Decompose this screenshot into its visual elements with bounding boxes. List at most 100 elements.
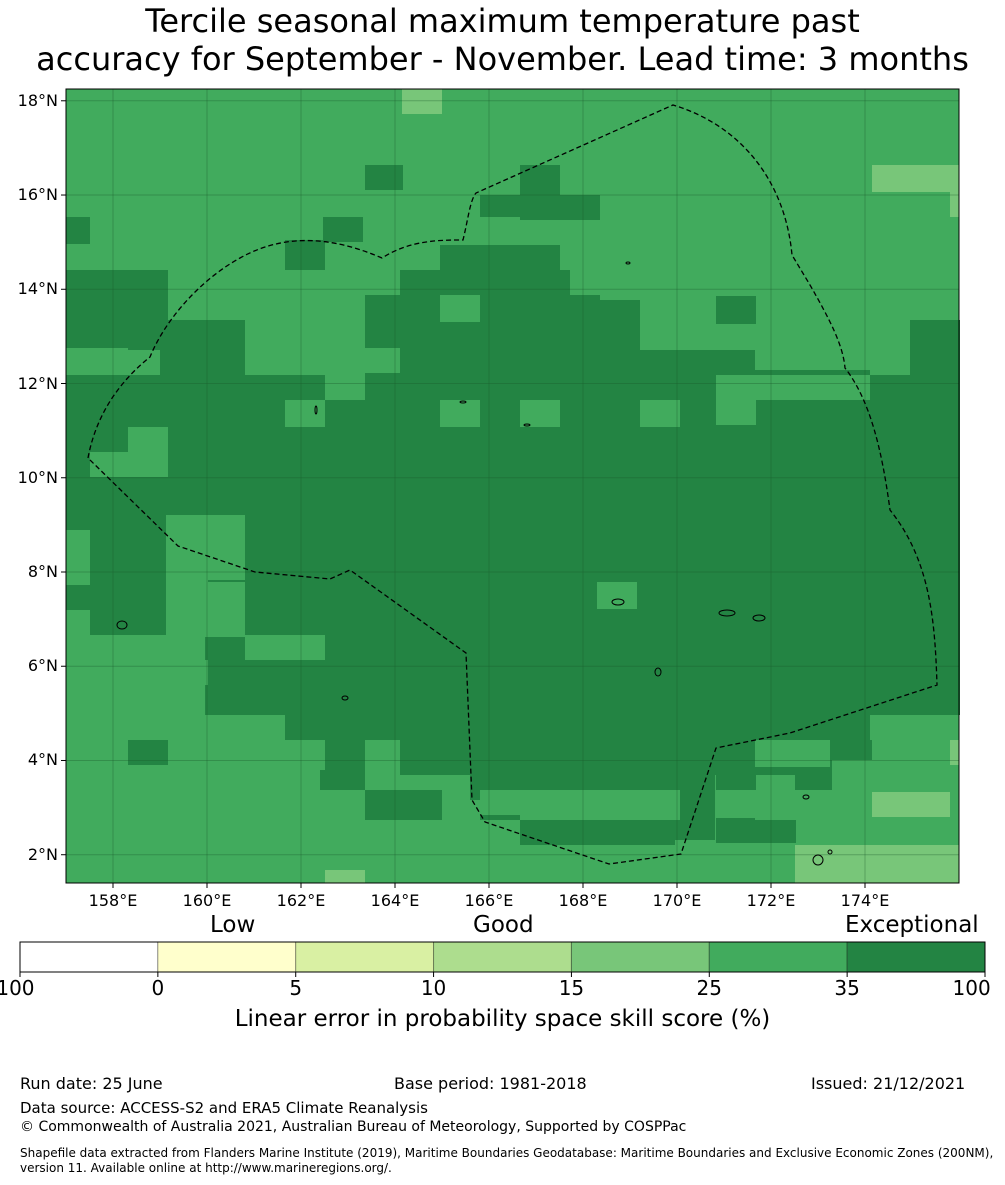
grid-cell: [365, 165, 403, 190]
lat-tick-label: 6°N: [27, 656, 58, 676]
grid-cell: [795, 765, 835, 790]
colorbar-segment: [570, 941, 710, 973]
title-line-2: accuracy for September - November. Lead …: [36, 40, 969, 78]
grid-cell: [480, 217, 520, 244]
island-outlines: [116, 261, 833, 866]
grid-cell: [910, 320, 960, 380]
chart-title: Tercile seasonal maximum temperature pas…: [0, 2, 1005, 78]
grid-cell: [365, 790, 442, 820]
colorbar-segment: [708, 941, 848, 973]
title-line-1: Tercile seasonal maximum temperature pas…: [145, 2, 860, 40]
grid-cell: [755, 790, 875, 820]
shapefile-credit-line-2: version 11. Available online at http://w…: [20, 1161, 392, 1175]
grid-cell: [285, 400, 325, 427]
lat-tick-label: 16°N: [17, 185, 58, 205]
axis-ticks: [61, 100, 866, 888]
colorbar: [19, 941, 986, 977]
lat-tick-label: 18°N: [17, 90, 58, 110]
grid-cell: [870, 375, 960, 715]
grid-cell: [872, 165, 959, 192]
grid-cell: [716, 818, 796, 843]
grid-cell: [320, 740, 365, 790]
lon-tick-label: 168°E: [558, 891, 608, 910]
grid-cell: [440, 295, 480, 322]
grid-cell: [520, 790, 680, 820]
grid-cell: [168, 660, 208, 685]
grid-cell: [325, 870, 365, 883]
lon-tick-label: 166°E: [464, 891, 514, 910]
colorbar-segment: [295, 941, 435, 973]
island-outline: [827, 849, 833, 855]
lat-tick-label: 12°N: [17, 373, 58, 393]
grid-cell: [400, 270, 570, 300]
colorbar-tick-label: 100: [952, 976, 991, 1000]
colorbar-tick-label: 10: [420, 976, 447, 1000]
grid-cell: [832, 760, 907, 790]
grid-cell: [325, 375, 365, 400]
map-gridlines: [66, 89, 959, 883]
lat-tick-label: 2°N: [27, 844, 58, 864]
island-outline: [116, 620, 128, 630]
island-outline: [718, 609, 736, 617]
lon-tick-label: 172°E: [746, 891, 796, 910]
grid-cell: [950, 740, 959, 765]
grid-cell: [365, 740, 400, 790]
grid-cell: [440, 400, 480, 427]
grid-cell: [323, 217, 363, 242]
grid-cell: [716, 296, 756, 324]
issued-date: Issued: 21/12/2021: [811, 1074, 966, 1093]
grid-cell: [66, 348, 128, 375]
lat-tick-label: 4°N: [27, 750, 58, 770]
run-date: Run date: 25 June: [20, 1074, 163, 1093]
grid-cell: [205, 582, 245, 637]
grid-cell: [168, 557, 208, 582]
colorbar-segment: [846, 941, 986, 973]
grid-cell: [128, 427, 168, 477]
grid-cell: [480, 195, 600, 220]
island-outline: [625, 261, 631, 265]
skill-grid: [66, 89, 960, 883]
grid-cell: [285, 740, 325, 770]
map-frame: [65, 88, 960, 884]
eez-boundary: [87, 104, 938, 865]
grid-cell: [716, 765, 756, 790]
grid-cell: [755, 740, 830, 767]
colorbar-tick-label: 0: [151, 976, 165, 1000]
island-outline: [812, 854, 824, 866]
lon-tick-label: 170°E: [652, 891, 702, 910]
grid-cell: [66, 217, 90, 244]
legend-category-exceptional: Exceptional: [845, 912, 979, 938]
shapefile-credit-line-1: Shapefile data extracted from Flanders M…: [20, 1146, 994, 1160]
lon-tick-label: 158°E: [88, 891, 138, 910]
grid-cell: [160, 320, 245, 380]
legend-category-low: Low: [210, 912, 256, 938]
grid-cell: [950, 192, 959, 217]
colorbar-axis-label: Linear error in probability space skill …: [234, 1006, 771, 1032]
grid-cell: [285, 240, 325, 270]
lon-tick-label: 164°E: [370, 891, 420, 910]
grid-cell: [402, 89, 442, 114]
colorbar-segment: [433, 941, 572, 973]
lon-tick-label: 174°E: [840, 891, 890, 910]
colorbar-frame: [19, 941, 986, 973]
island-outline: [314, 405, 318, 415]
colorbar-segment: [157, 941, 297, 973]
lon-tick-label: 160°E: [182, 891, 232, 910]
grid-cell: [872, 792, 950, 817]
grid-cell: [795, 845, 959, 883]
lat-tick-label: 14°N: [17, 279, 58, 299]
island-outline: [802, 794, 810, 800]
grid-cell: [205, 660, 405, 715]
grid-cell: [325, 348, 400, 373]
colorbar-tick-label: 5: [289, 976, 303, 1000]
lon-tick-label: 162°E: [276, 891, 326, 910]
grid-cell: [520, 400, 560, 427]
grid-cell: [128, 635, 168, 662]
grid-cell: [66, 610, 90, 650]
island-outline: [654, 667, 662, 677]
island-outline: [752, 614, 766, 622]
base-period: Base period: 1981-2018: [394, 1074, 587, 1093]
grid-cell: [245, 635, 325, 660]
colorbar-tick-label: 15: [558, 976, 585, 1000]
